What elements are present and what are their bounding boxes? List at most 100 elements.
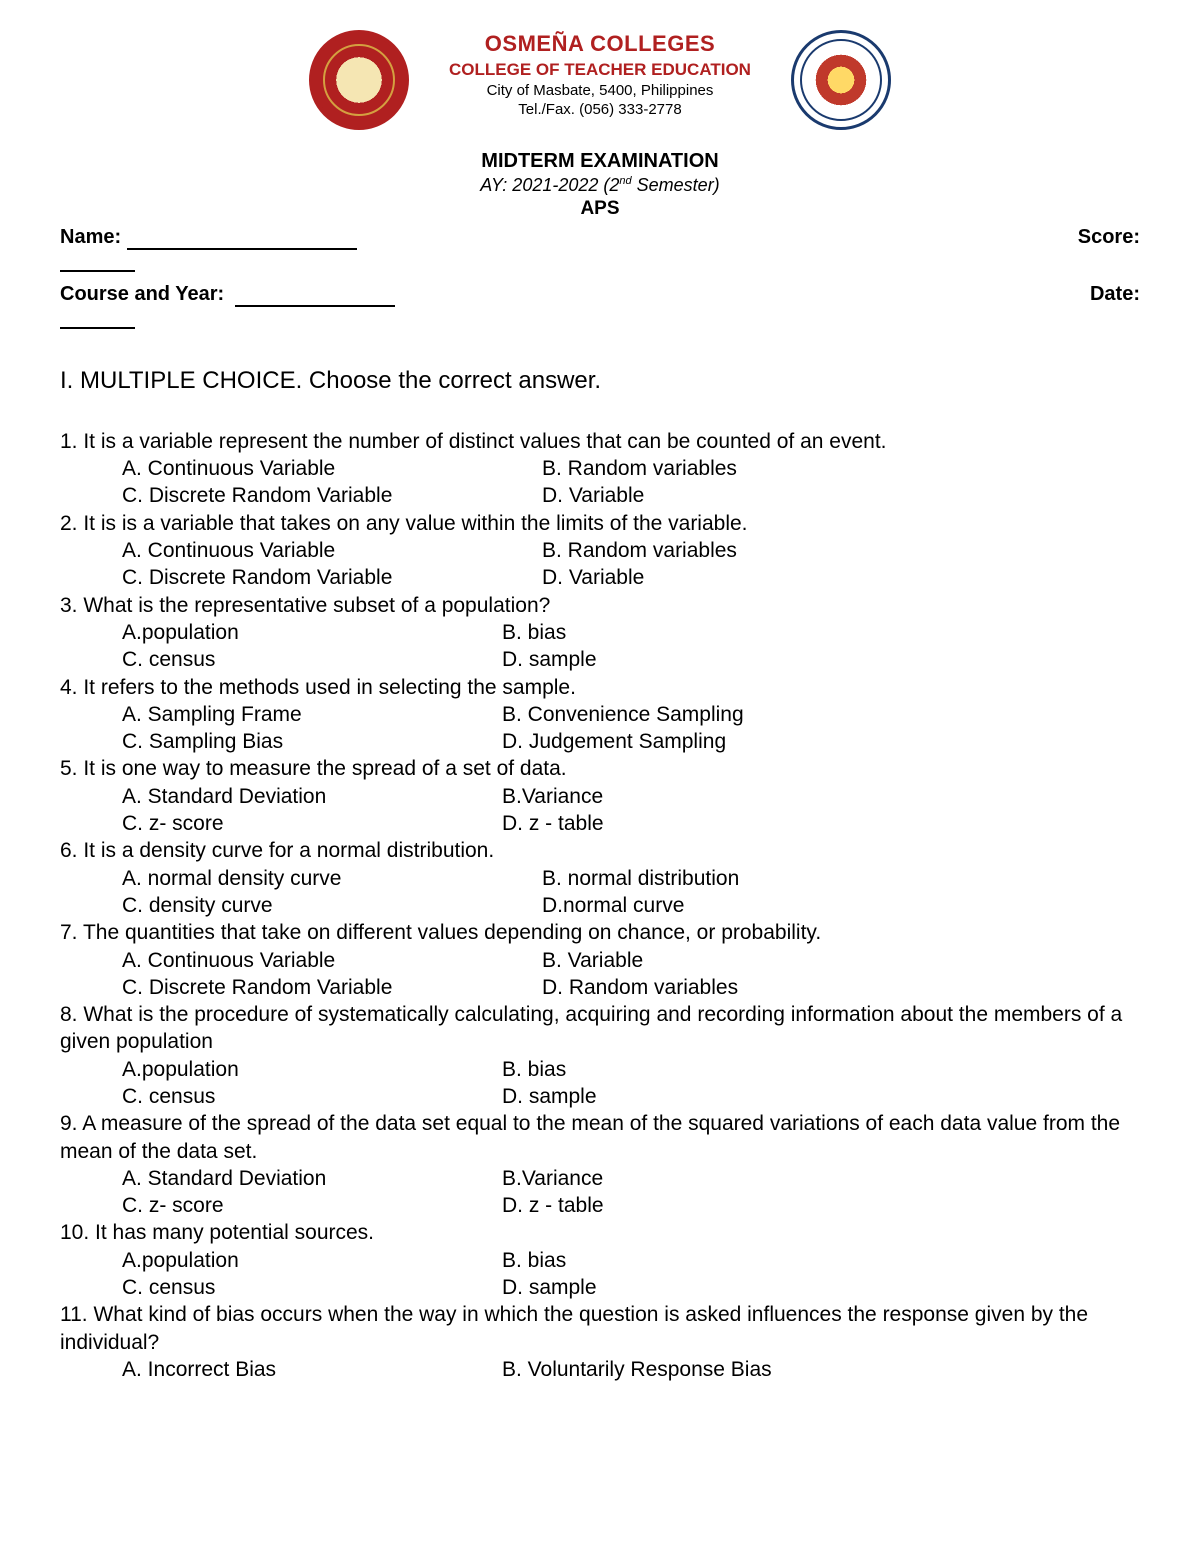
choices-grid: A. Standard DeviationB.VarianceC. z- sco… <box>60 1165 1140 1220</box>
choices-grid: A.populationB. biasC. censusD. sample <box>60 1247 1140 1302</box>
subject-code: APS <box>60 197 1140 222</box>
section-title: I. MULTIPLE CHOICE. Choose the correct a… <box>60 365 1140 396</box>
choices-grid: A. Standard DeviationB.VarianceC. z- sco… <box>60 783 1140 838</box>
course-field: Course and Year: <box>60 281 395 307</box>
ay-sup: nd <box>619 175 631 187</box>
choice-a: A. Sampling Frame <box>122 701 502 728</box>
choice-c: C. z- score <box>122 810 502 837</box>
question: 6. It is a density curve for a normal di… <box>60 837 1140 919</box>
question-text: 2. It is is a variable that takes on any… <box>60 510 1140 537</box>
question: 5. It is one way to measure the spread o… <box>60 755 1140 837</box>
date-blank[interactable] <box>60 307 135 329</box>
name-label: Name: <box>60 226 121 248</box>
choice-b: B.Variance <box>502 1165 1140 1192</box>
choice-a: A.population <box>122 619 502 646</box>
choice-d: D. sample <box>502 1274 1140 1301</box>
choice-c: C. Sampling Bias <box>122 728 502 755</box>
choice-c: C. census <box>122 1274 502 1301</box>
choice-b: B. Random variables <box>542 455 1140 482</box>
choice-c: C. Discrete Random Variable <box>122 974 542 1001</box>
question: 11. What kind of bias occurs when the wa… <box>60 1301 1140 1383</box>
choice-d: D. sample <box>502 646 1140 673</box>
question: 3. What is the representative subset of … <box>60 592 1140 674</box>
questions-list: 1. It is a variable represent the number… <box>60 428 1140 1383</box>
address-line: City of Masbate, 5400, Philippines <box>449 81 751 101</box>
choice-c: C. density curve <box>122 892 542 919</box>
choices-grid: A. Incorrect BiasB. Voluntarily Response… <box>60 1356 1140 1383</box>
college-name: COLLEGE OF TEACHER EDUCATION <box>449 59 751 81</box>
school-name: OSMEÑA COLLEGES <box>449 30 751 59</box>
name-blank[interactable] <box>127 248 357 250</box>
question-text: 6. It is a density curve for a normal di… <box>60 837 1140 864</box>
choice-a: A. Standard Deviation <box>122 1165 502 1192</box>
choice-a: A.population <box>122 1056 502 1083</box>
score-blank[interactable] <box>60 250 135 272</box>
question: 4. It refers to the methods used in sele… <box>60 674 1140 756</box>
choice-d: D. Judgement Sampling <box>502 728 1140 755</box>
choice-d: D. z - table <box>502 810 1140 837</box>
choice-d: D. sample <box>502 1083 1140 1110</box>
choice-b: B. Variable <box>542 947 1140 974</box>
question: 10. It has many potential sources.A.popu… <box>60 1219 1140 1301</box>
choice-a: A.population <box>122 1247 502 1274</box>
choice-d: D.normal curve <box>542 892 1140 919</box>
question: 1. It is a variable represent the number… <box>60 428 1140 510</box>
choice-b: B. bias <box>502 619 1140 646</box>
choice-d: D. Variable <box>542 564 1140 591</box>
choices-grid: A. Continuous VariableB. Random variable… <box>60 455 1140 510</box>
document-header: OSMEÑA COLLEGES COLLEGE OF TEACHER EDUCA… <box>60 30 1140 130</box>
choice-b: B. Convenience Sampling <box>502 701 1140 728</box>
academic-year: AY: 2021-2022 (2nd Semester) <box>60 174 1140 197</box>
choices-grid: A. Continuous VariableB. VariableC. Disc… <box>60 947 1140 1002</box>
choice-b: B.Variance <box>502 783 1140 810</box>
choice-b: B. Random variables <box>542 537 1140 564</box>
course-blank[interactable] <box>235 305 395 307</box>
choice-c: C. Discrete Random Variable <box>122 564 542 591</box>
choice-c: C. z- score <box>122 1192 502 1219</box>
course-label: Course and Year: <box>60 283 224 305</box>
course-date-row: Course and Year: Date: <box>60 281 1140 307</box>
date-blank-row <box>60 307 1140 336</box>
choices-grid: A. normal density curveB. normal distrib… <box>60 865 1140 920</box>
exam-title: MIDTERM EXAMINATION <box>60 148 1140 174</box>
choices-grid: A.populationB. biasC. censusD. sample <box>60 1056 1140 1111</box>
question-text: 9. A measure of the spread of the data s… <box>60 1110 1140 1165</box>
choice-d: D. Random variables <box>542 974 1140 1001</box>
choice-a: A. Continuous Variable <box>122 537 542 564</box>
question: 8. What is the procedure of systematical… <box>60 1001 1140 1110</box>
question: 7. The quantities that take on different… <box>60 919 1140 1001</box>
choice-a: A. Standard Deviation <box>122 783 502 810</box>
choice-b: B. Voluntarily Response Bias <box>502 1356 1140 1383</box>
choice-d: D. z - table <box>502 1192 1140 1219</box>
header-text-block: OSMEÑA COLLEGES COLLEGE OF TEACHER EDUCA… <box>449 30 751 120</box>
choice-c: C. census <box>122 646 502 673</box>
choice-b: B. normal distribution <box>542 865 1140 892</box>
choice-a: A. Incorrect Bias <box>122 1356 502 1383</box>
name-field: Name: <box>60 224 357 250</box>
choice-a: A. Continuous Variable <box>122 947 542 974</box>
question-text: 3. What is the representative subset of … <box>60 592 1140 619</box>
choices-grid: A.populationB. biasC. censusD. sample <box>60 619 1140 674</box>
question-text: 4. It refers to the methods used in sele… <box>60 674 1140 701</box>
question-text: 10. It has many potential sources. <box>60 1219 1140 1246</box>
question-text: 7. The quantities that take on different… <box>60 919 1140 946</box>
choices-grid: A. Continuous VariableB. Random variable… <box>60 537 1140 592</box>
name-score-row: Name: Score: <box>60 224 1140 250</box>
question: 9. A measure of the spread of the data s… <box>60 1110 1140 1219</box>
question-text: 5. It is one way to measure the spread o… <box>60 755 1140 782</box>
question-text: 11. What kind of bias occurs when the wa… <box>60 1301 1140 1356</box>
choice-b: B. bias <box>502 1247 1140 1274</box>
question-text: 1. It is a variable represent the number… <box>60 428 1140 455</box>
choices-grid: A. Sampling FrameB. Convenience Sampling… <box>60 701 1140 756</box>
choice-c: C. census <box>122 1083 502 1110</box>
question: 2. It is is a variable that takes on any… <box>60 510 1140 592</box>
choice-d: D. Variable <box>542 482 1140 509</box>
question-text: 8. What is the procedure of systematical… <box>60 1001 1140 1056</box>
ay-prefix: AY: 2021-2022 (2 <box>480 175 619 195</box>
ay-suffix: Semester) <box>632 175 720 195</box>
choice-a: A. Continuous Variable <box>122 455 542 482</box>
school-seal-left-icon <box>309 30 409 130</box>
choice-b: B. bias <box>502 1056 1140 1083</box>
date-label: Date: <box>1090 281 1140 307</box>
tel-line: Tel./Fax. (056) 333-2778 <box>449 100 751 120</box>
